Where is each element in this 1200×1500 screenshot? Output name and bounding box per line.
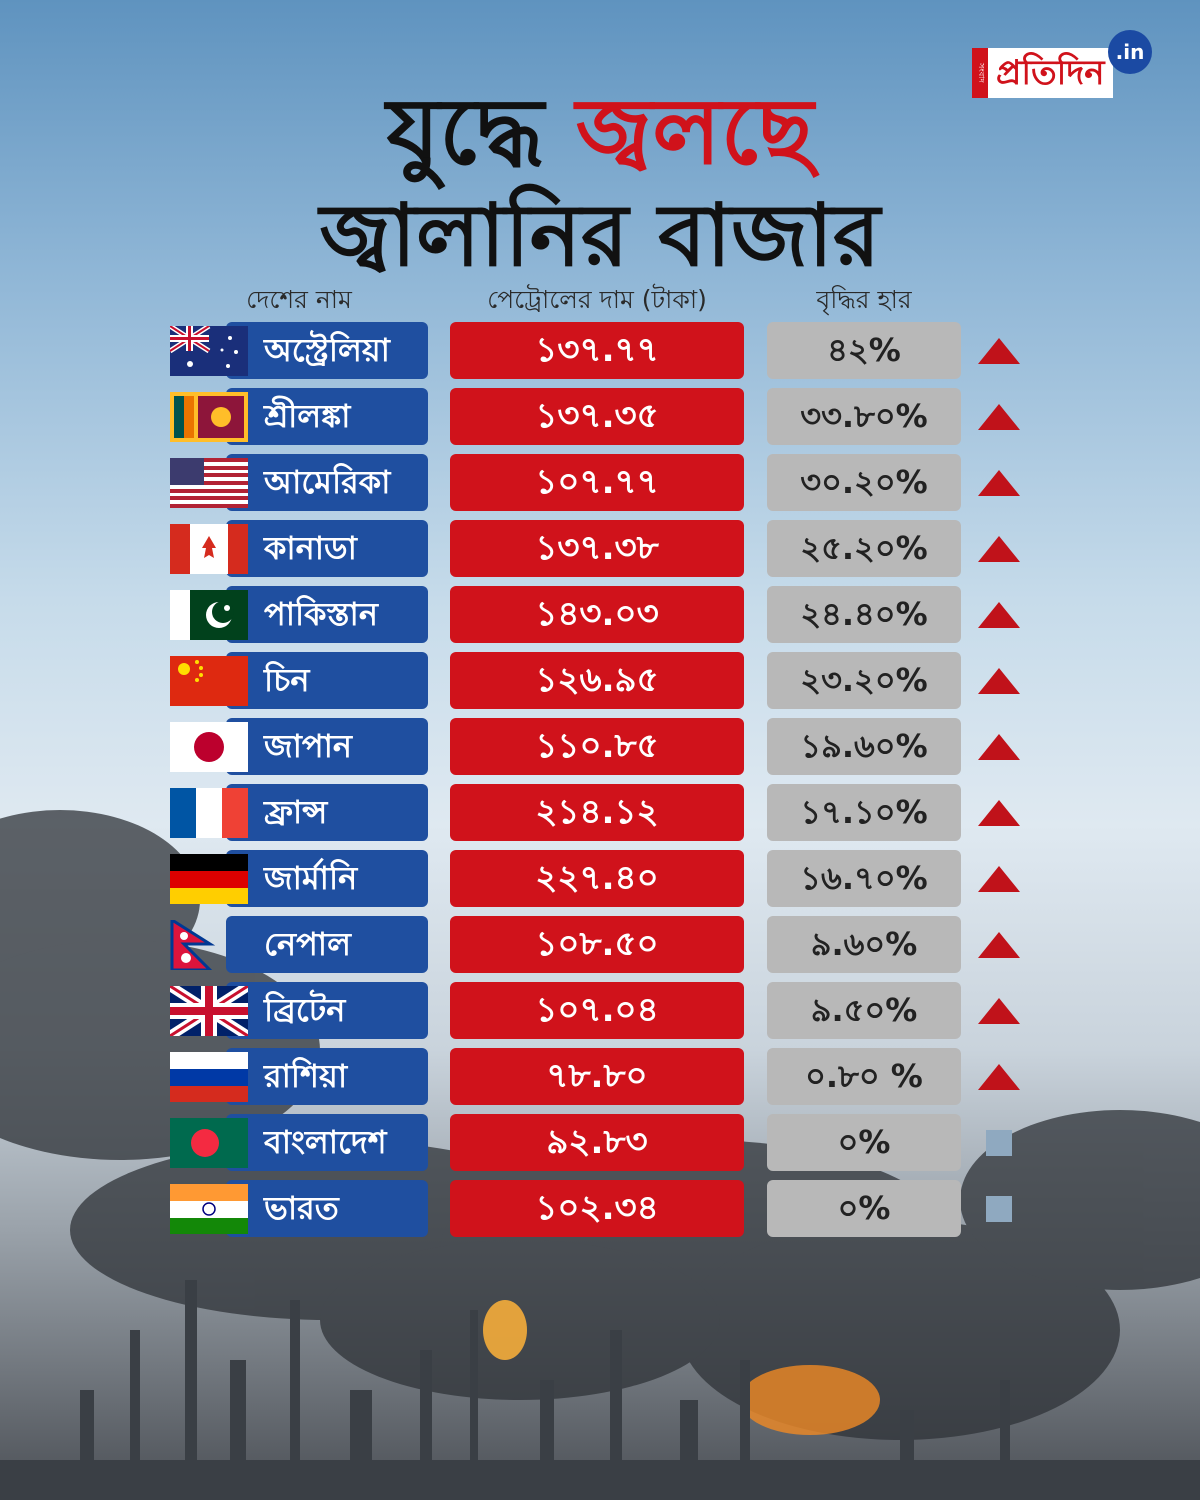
trend-icon xyxy=(978,602,1020,628)
country-name: আমেরিকা xyxy=(226,454,428,511)
growth-rate: ০% xyxy=(767,1114,961,1171)
flag xyxy=(170,656,248,706)
country-name: পাকিস্তান xyxy=(226,586,428,643)
price: ১০৭.৭৭ xyxy=(450,454,744,511)
growth-rate: ১৬.৭০% xyxy=(767,850,961,907)
growth-rate: ২৫.২০% xyxy=(767,520,961,577)
price: ১৩৭.৩৮ xyxy=(450,520,744,577)
growth-rate: ০.৮০ % xyxy=(767,1048,961,1105)
price: ১০৮.৫০ xyxy=(450,916,744,973)
country-name: ফ্রান্স xyxy=(226,784,428,841)
country-name: কানাডা xyxy=(226,520,428,577)
trend-icon xyxy=(986,1196,1012,1222)
flag xyxy=(170,920,216,970)
price: ১৩৭.৩৫ xyxy=(450,388,744,445)
price: ৭৮.৮০ xyxy=(450,1048,744,1105)
title-black: যুদ্ধে xyxy=(386,78,544,185)
country-name: শ্রীলঙ্কা xyxy=(226,388,428,445)
country-name: ব্রিটেন xyxy=(226,982,428,1039)
price: ১৪৩.০৩ xyxy=(450,586,744,643)
trend-icon xyxy=(978,800,1020,826)
price: ১১০.৮৫ xyxy=(450,718,744,775)
growth-rate: ২৩.২০% xyxy=(767,652,961,709)
column-header: পেট্রোলের দাম (টাকা) xyxy=(487,285,707,314)
trend-icon xyxy=(978,668,1020,694)
flag xyxy=(170,458,248,508)
country-name: জাপান xyxy=(226,718,428,775)
price: ২২৭.৪০ xyxy=(450,850,744,907)
price: ৯২.৮৩ xyxy=(450,1114,744,1171)
flag xyxy=(170,722,248,772)
trend-icon xyxy=(978,932,1020,958)
flag xyxy=(170,1184,248,1234)
country-name: জার্মানি xyxy=(226,850,428,907)
flag xyxy=(170,854,248,904)
trend-icon xyxy=(978,470,1020,496)
flag xyxy=(170,788,248,838)
logo: সংবাদ প্রতিদিন .in xyxy=(972,30,1177,105)
logo-name: প্রতিদিন xyxy=(988,48,1113,98)
price: ১২৬.৯৫ xyxy=(450,652,744,709)
title-line-1: যুদ্ধে জ্বলছে xyxy=(0,60,1200,214)
trend-icon xyxy=(978,1064,1020,1090)
flag xyxy=(170,392,248,442)
country-name: রাশিয়া xyxy=(226,1048,428,1105)
growth-rate: ৪২% xyxy=(767,322,961,379)
growth-rate: ০% xyxy=(767,1180,961,1237)
country-name: চিন xyxy=(226,652,428,709)
price: ২১৪.১২ xyxy=(450,784,744,841)
trend-icon xyxy=(978,998,1020,1024)
flag xyxy=(170,524,248,574)
trend-icon xyxy=(978,866,1020,892)
trend-icon xyxy=(978,734,1020,760)
logo-side: সংবাদ xyxy=(972,48,988,98)
flag xyxy=(170,590,248,640)
trend-icon xyxy=(978,338,1020,364)
flag xyxy=(170,986,248,1036)
country-name: ভারত xyxy=(226,1180,428,1237)
growth-rate: ৩৩.৮০% xyxy=(767,388,961,445)
column-header: বৃদ্ধির হার xyxy=(816,285,912,314)
flag xyxy=(170,1052,248,1102)
trend-icon xyxy=(978,536,1020,562)
country-name: বাংলাদেশ xyxy=(226,1114,428,1171)
growth-rate: ১৭.১০% xyxy=(767,784,961,841)
column-header: দেশের নাম xyxy=(246,285,352,314)
trend-icon xyxy=(978,404,1020,430)
growth-rate: ৩০.২০% xyxy=(767,454,961,511)
trend-icon xyxy=(986,1130,1012,1156)
growth-rate: ৯.৫০% xyxy=(767,982,961,1039)
growth-rate: ১৯.৬০% xyxy=(767,718,961,775)
country-name: নেপাল xyxy=(226,916,428,973)
title-red: জ্বলছে xyxy=(575,78,814,185)
growth-rate: ২৪.৪০% xyxy=(767,586,961,643)
price: ১০২.৩৪ xyxy=(450,1180,744,1237)
title-line-2: জ্বালানির বাজার xyxy=(319,186,881,286)
logo-suffix: .in xyxy=(1108,30,1152,74)
price: ১০৭.০৪ xyxy=(450,982,744,1039)
flag xyxy=(170,326,248,376)
growth-rate: ৯.৬০% xyxy=(767,916,961,973)
price: ১৩৭.৭৭ xyxy=(450,322,744,379)
country-name: অস্ট্রেলিয়া xyxy=(226,322,428,379)
flag xyxy=(170,1118,248,1168)
